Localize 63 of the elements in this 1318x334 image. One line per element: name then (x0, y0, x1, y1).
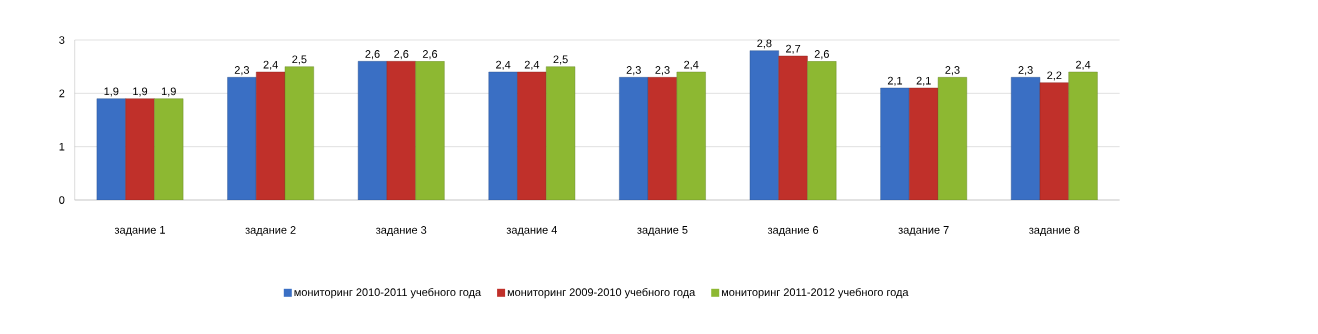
x-tick-label: задание 2 (245, 226, 296, 236)
y-tick-label: 3 (59, 36, 65, 44)
legend-label: мониторинг 2011-2012 учебного года (721, 287, 909, 299)
data-label: 1,9 (104, 87, 119, 97)
data-label: 2,4 (524, 60, 540, 70)
data-label: 2,5 (292, 55, 307, 65)
x-tick-label: задание 4 (506, 226, 558, 236)
data-label: 2,1 (887, 76, 903, 86)
bar (909, 87, 939, 200)
bar (154, 98, 184, 200)
y-tick-label: 1 (59, 142, 65, 151)
data-label: 2,4 (1075, 60, 1091, 70)
legend-label: мониторинг 2010-2011 учебного года (294, 287, 482, 299)
bar (284, 66, 314, 200)
data-label: 2,6 (422, 50, 438, 60)
y-tick-label: 0 (59, 196, 65, 204)
data-label: 2,6 (394, 50, 409, 60)
x-tick-label: задание 5 (637, 226, 688, 236)
data-label: 2,3 (655, 66, 670, 76)
bar (386, 61, 416, 200)
bar (227, 77, 257, 200)
bar (749, 50, 779, 200)
data-label: 2,6 (365, 50, 380, 60)
bar (807, 61, 837, 200)
bar (96, 98, 126, 200)
x-tick-label: задание 3 (376, 226, 427, 236)
data-label: 1,9 (133, 87, 148, 97)
data-label: 2,6 (814, 50, 829, 60)
data-label: 2,4 (684, 60, 699, 70)
bar (517, 71, 547, 200)
bar (488, 71, 518, 200)
bar (676, 71, 706, 200)
data-label: 2,2 (1047, 71, 1062, 81)
data-label: 2,4 (496, 60, 511, 70)
x-tick-label: задание 8 (1029, 226, 1080, 236)
data-label: 2,1 (916, 76, 931, 86)
x-tick-label: задание 7 (898, 226, 949, 236)
data-label: 1,9 (161, 87, 176, 97)
data-label: 2,5 (553, 55, 568, 65)
bar (415, 61, 445, 200)
bar (357, 61, 388, 200)
data-label: 2,8 (757, 39, 772, 49)
bar (647, 77, 678, 200)
legend-label: мониторинг 2009-2010 учебного года (507, 287, 696, 299)
x-tick-label: задание 1 (114, 226, 165, 236)
data-label: 2,7 (786, 44, 801, 54)
bar (880, 87, 910, 200)
data-label: 2,3 (626, 66, 641, 76)
data-label: 2,3 (234, 66, 250, 76)
bar (125, 98, 155, 200)
bar (256, 71, 286, 200)
bar (1011, 77, 1041, 200)
bar (1068, 71, 1098, 200)
bar (1039, 82, 1069, 200)
bar (937, 77, 968, 200)
y-tick-label: 2 (59, 89, 65, 98)
x-tick-label: задание 6 (767, 226, 819, 236)
data-label: 2,3 (945, 66, 960, 76)
data-label: 2,3 (1018, 66, 1033, 76)
bar (619, 77, 649, 200)
bar (546, 66, 576, 200)
data-label: 2,4 (263, 60, 278, 70)
bar (778, 55, 808, 200)
